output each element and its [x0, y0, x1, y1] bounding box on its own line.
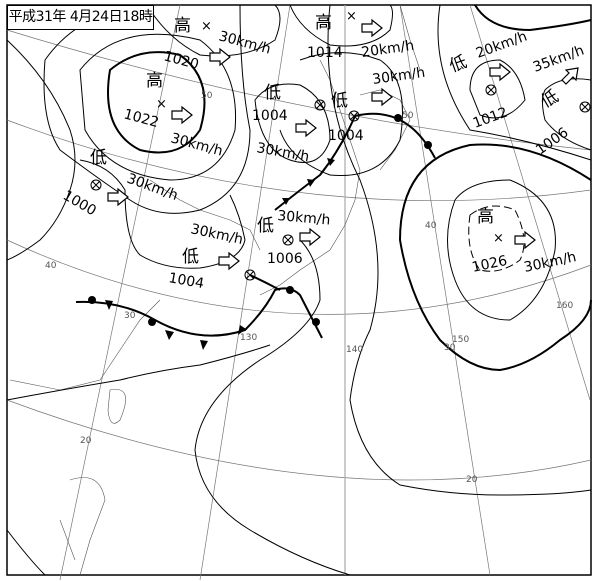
svg-text:130: 130 — [240, 333, 257, 343]
svg-text:30: 30 — [124, 311, 136, 321]
occluded-front — [249, 274, 281, 291]
svg-text:50: 50 — [402, 111, 414, 121]
svg-text:140: 140 — [346, 345, 363, 355]
low-symbol: 低 — [331, 91, 348, 111]
movement-arrows — [107, 18, 579, 271]
pressure-label: 1022 — [122, 106, 161, 131]
grid-labels: 50 50 40 40 30 30 20 20 130 140 150 160 — [45, 91, 573, 485]
speed-label: 30km/h — [189, 221, 244, 248]
speed-label: 20km/h — [360, 38, 415, 61]
high-symbol: 高 — [146, 71, 163, 91]
speed-label: 30km/h — [277, 208, 331, 229]
low-symbol: 低 — [447, 52, 470, 77]
cold-front — [274, 115, 356, 211]
low-symbol: 低 — [90, 148, 107, 168]
low-symbol: 低 — [538, 87, 563, 113]
speed-label: 20km/h — [474, 29, 529, 62]
svg-text:×: × — [493, 231, 504, 246]
high-symbol: 高 — [477, 207, 494, 227]
high-symbol: 高 — [315, 13, 332, 33]
front-symbols — [88, 114, 432, 350]
speed-label: 30km/h — [371, 65, 426, 88]
svg-text:20: 20 — [80, 436, 92, 446]
pressure-label: 1026 — [471, 253, 509, 276]
isobars — [6, 4, 592, 576]
svg-text:30: 30 — [444, 343, 456, 353]
svg-text:160: 160 — [556, 301, 573, 311]
svg-text:50: 50 — [201, 91, 213, 101]
pressure-label: 1014 — [307, 45, 343, 61]
pressure-center-marks: × × × × — [90, 9, 591, 281]
speed-label: 30km/h — [523, 249, 578, 276]
svg-text:40: 40 — [425, 221, 437, 231]
svg-text:×: × — [156, 97, 167, 112]
pressure-label: 1004 — [252, 108, 288, 124]
pressure-label: 1012 — [471, 105, 510, 132]
high-symbol: 高 — [174, 16, 191, 36]
low-symbol: 低 — [264, 83, 281, 103]
svg-text:20: 20 — [466, 475, 478, 485]
svg-text:×: × — [201, 19, 212, 34]
chart-title: 平成31年 4月24日18時 — [7, 5, 154, 30]
pressure-label: 1006 — [267, 251, 303, 267]
pressure-label: 1004 — [328, 128, 364, 144]
speed-label: 30km/h — [125, 171, 180, 204]
svg-text:40: 40 — [45, 261, 57, 271]
pressure-label: 1004 — [167, 270, 205, 292]
map-border — [6, 4, 592, 576]
graticule — [6, 4, 592, 581]
pressure-label: 1000 — [60, 188, 99, 220]
svg-text:150: 150 — [452, 335, 469, 345]
low-symbol: 低 — [182, 247, 199, 267]
pressure-label: 1006 — [533, 125, 571, 159]
svg-text:×: × — [346, 9, 357, 24]
coastlines — [9, 4, 421, 576]
low-symbol: 低 — [257, 216, 274, 236]
speed-label: 30km/h — [255, 140, 310, 165]
